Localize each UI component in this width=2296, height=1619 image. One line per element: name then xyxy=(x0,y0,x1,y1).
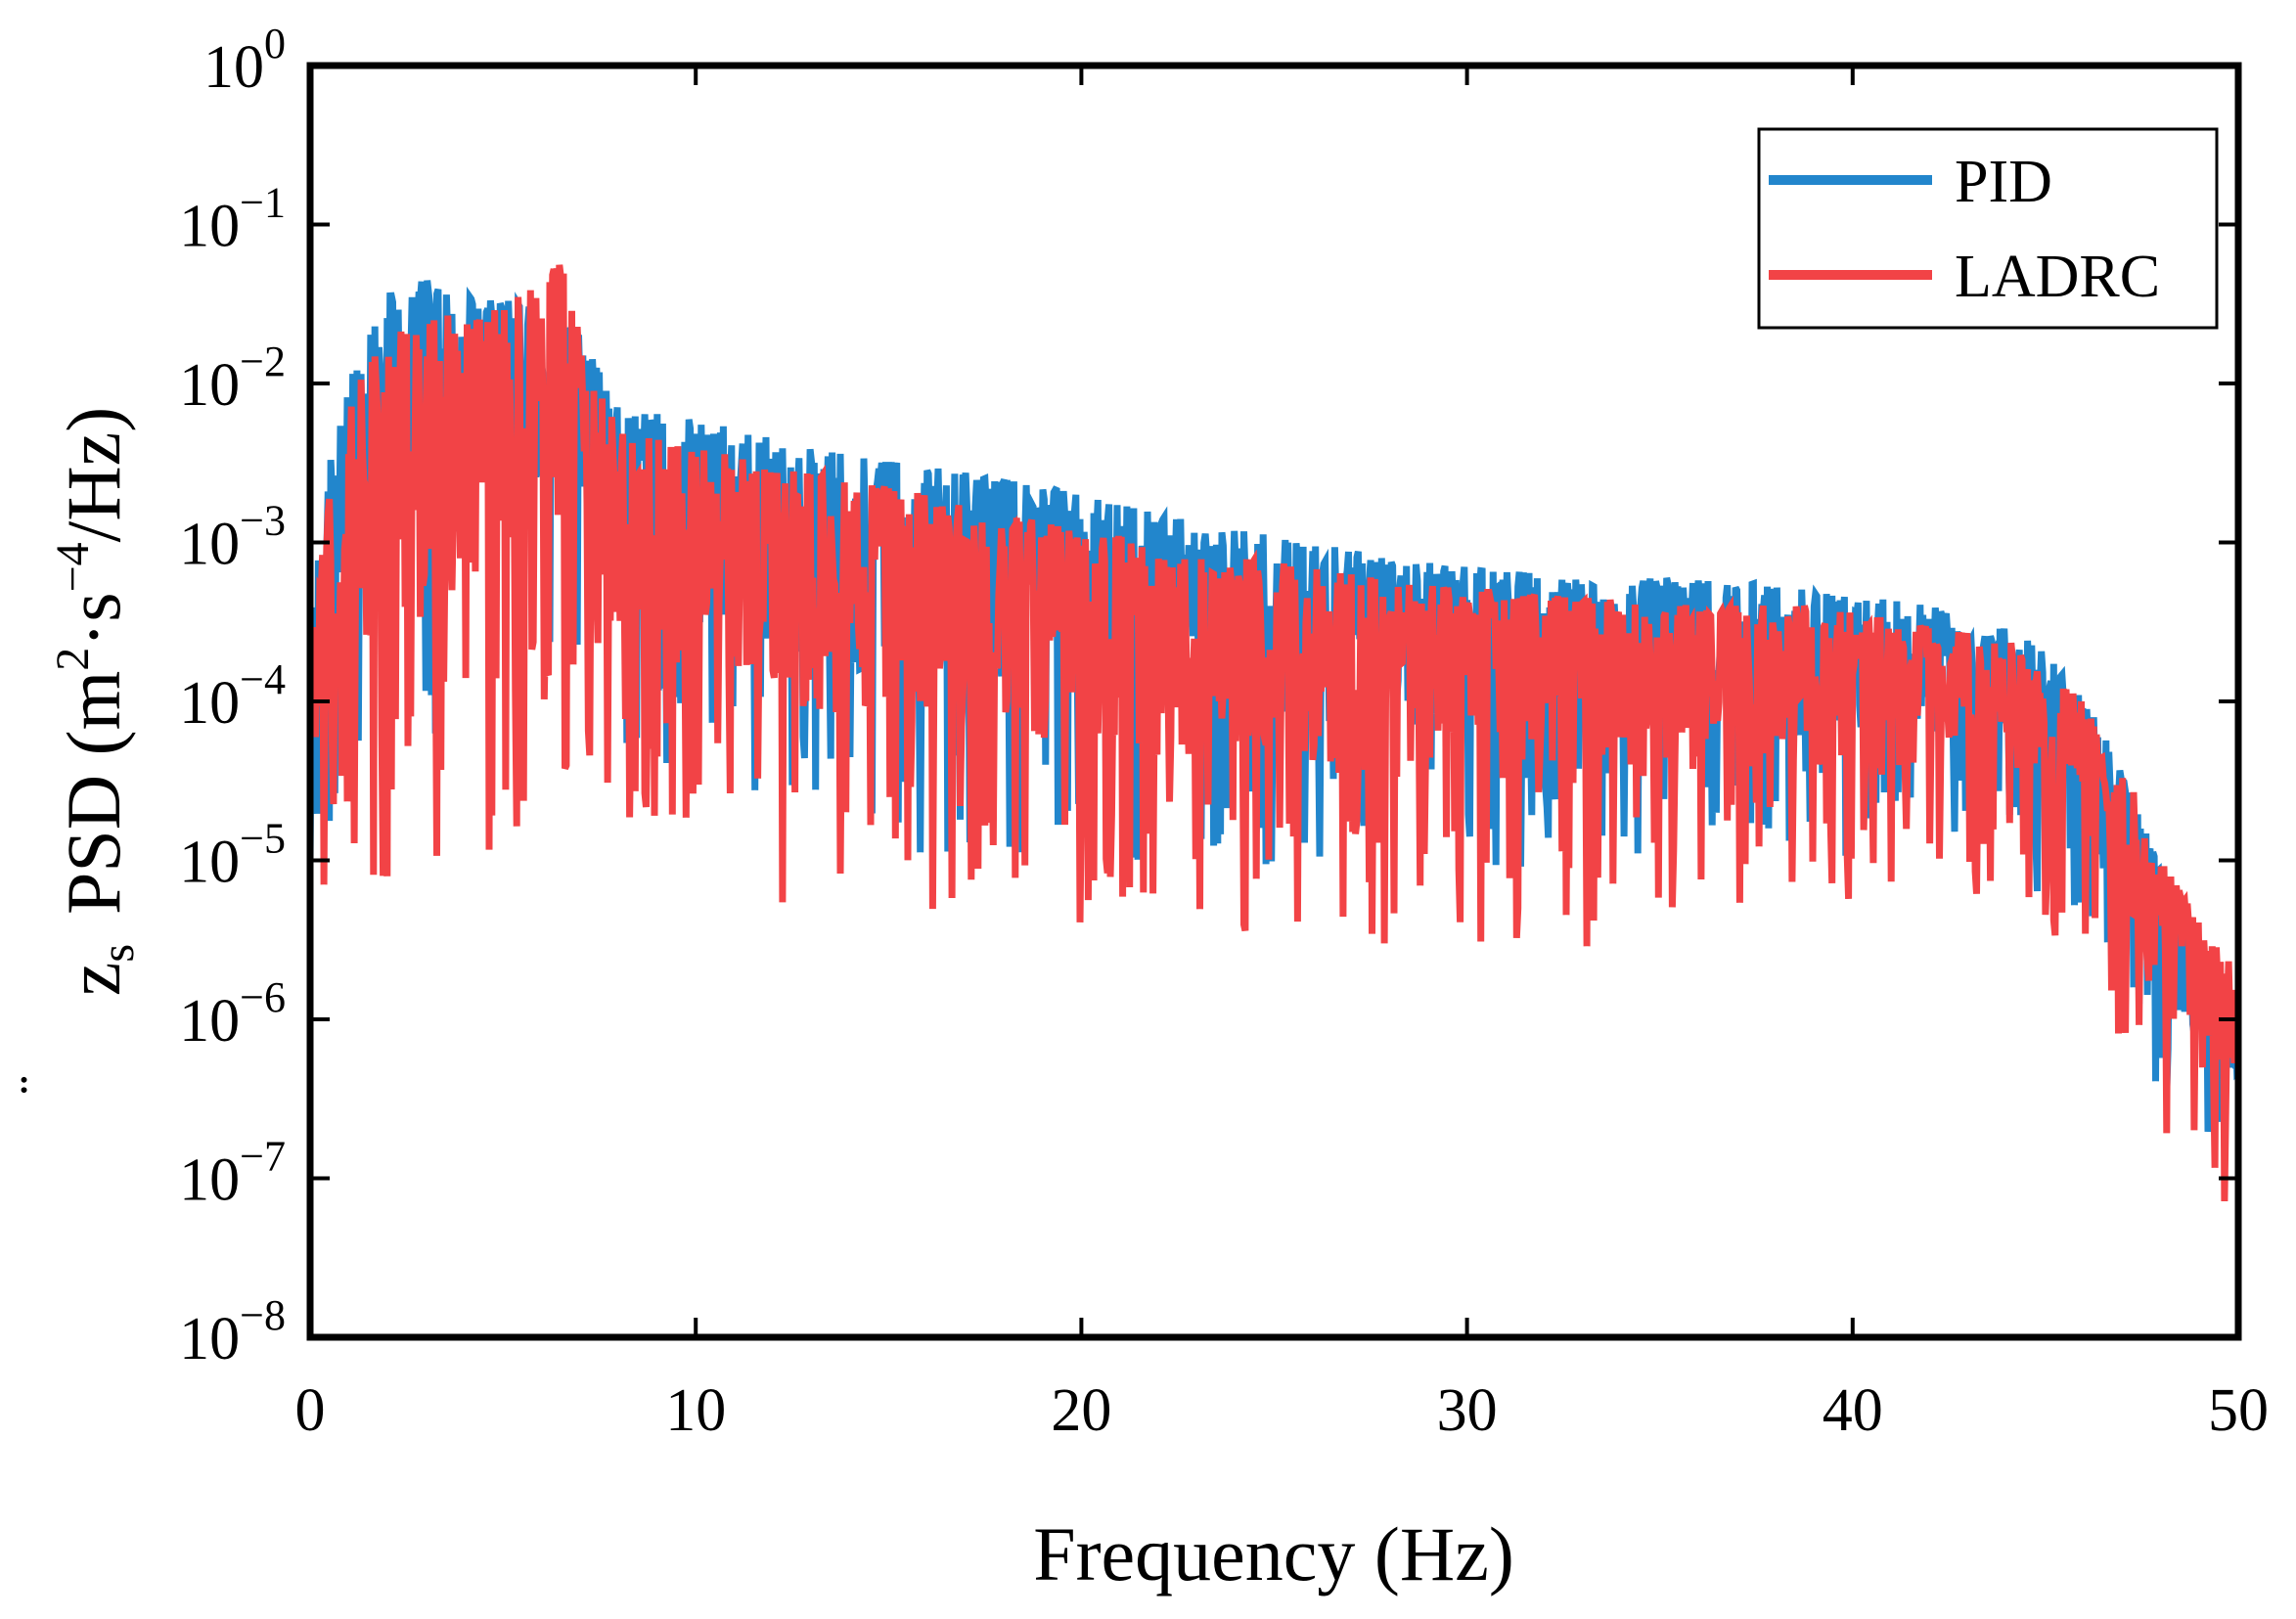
plot-lines xyxy=(306,264,2242,1202)
x-axis-label: Frequency (Hz) xyxy=(1033,1511,1514,1597)
ylabel-suffix: /Hz) xyxy=(51,407,136,543)
y-tick-label: 10−6 xyxy=(179,973,286,1055)
axis-ticks xyxy=(308,64,2240,1339)
ylabel-exp-s: −4 xyxy=(47,542,99,592)
legend-label-ladrc: LADRC xyxy=(1955,244,2160,310)
x-tick-label: 40 xyxy=(1823,1377,1883,1444)
x-tick-label: 10 xyxy=(665,1377,726,1444)
y-tick-label: 10−8 xyxy=(179,1291,286,1372)
x-tick-label: 0 xyxy=(295,1377,326,1444)
y-tick-label: 10−3 xyxy=(179,497,286,578)
ylabel-prefix: PSD (m xyxy=(51,671,136,915)
ylabel-middle: ·s xyxy=(51,592,136,647)
legend-box xyxy=(1757,127,2219,330)
legend-label-pid: PID xyxy=(1955,149,2052,215)
y-tick-labels: 10−8 10−7 10−6 10−5 10−4 10−3 10−2 10−1 100 xyxy=(179,20,286,1372)
ylabel-double-dot: ¨ xyxy=(7,1075,71,1095)
y-tick-label: 10−1 xyxy=(179,179,286,260)
x-tick-labels: 0 10 20 30 40 50 xyxy=(295,1377,2270,1444)
svg-text:zsPSD (m2·s−4/Hz): zs PSD (m2·s−4/Hz) xyxy=(47,407,144,997)
y-axis-label: zs PSD (m2·s−4/Hz) ¨ xyxy=(7,407,144,1095)
series-line-ladrc xyxy=(306,264,2242,1202)
y-tick-label: 10−7 xyxy=(179,1133,286,1214)
y-tick-label: 10−2 xyxy=(179,337,286,419)
x-tick-label: 20 xyxy=(1051,1377,1111,1444)
legend: PID LADRC xyxy=(1757,127,2219,330)
ylabel-exp-m: 2 xyxy=(47,648,99,671)
x-tick-label: 30 xyxy=(1437,1377,1498,1444)
y-tick-label: 10−5 xyxy=(179,815,286,896)
ylabel-symbol: z xyxy=(51,963,136,997)
y-tick-label: 100 xyxy=(203,20,286,101)
y-tick-label: 10−4 xyxy=(179,655,286,737)
ylabel-subscript: s xyxy=(92,944,144,963)
x-tick-label: 50 xyxy=(2208,1377,2269,1444)
